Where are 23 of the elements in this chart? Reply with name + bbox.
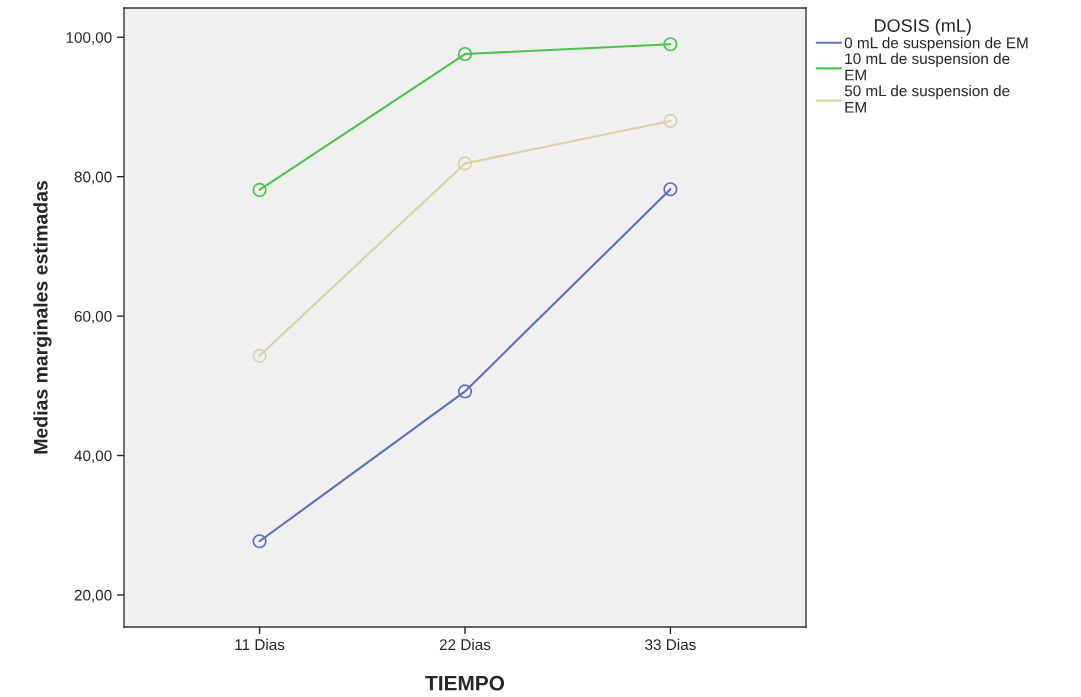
legend-label: 10 mL de suspension de EM: [845, 52, 1010, 81]
point: [457, 384, 473, 399]
y-axis-title: Medias marginales estimadas: [33, 181, 52, 454]
legend-title: DOSIS (mL): [875, 18, 971, 36]
point: [663, 182, 678, 197]
x-tick-label: 33 Dias: [645, 638, 696, 651]
legend-label: 0 mL de suspension de EM: [844, 37, 1028, 52]
point: [663, 37, 678, 52]
y-tick-label: 60,00: [74, 310, 112, 324]
x-axis-title: TIEMPO: [425, 675, 505, 691]
y-tick-label: 20,00: [74, 589, 112, 603]
y-tick-label: 100,00: [66, 32, 112, 45]
point: [252, 348, 267, 363]
point: [457, 46, 473, 62]
point: [663, 113, 678, 129]
x-tick-label: 22 Dias: [439, 638, 491, 651]
y-tick-label: 80,00: [74, 171, 112, 185]
y-tick-label: 40,00: [74, 450, 112, 464]
point: [252, 182, 267, 198]
point: [252, 534, 267, 549]
point: [457, 156, 473, 171]
legend-label: 50 mL de suspension de EM: [844, 85, 1010, 113]
x-tick-label: 11 Dias: [235, 638, 285, 651]
